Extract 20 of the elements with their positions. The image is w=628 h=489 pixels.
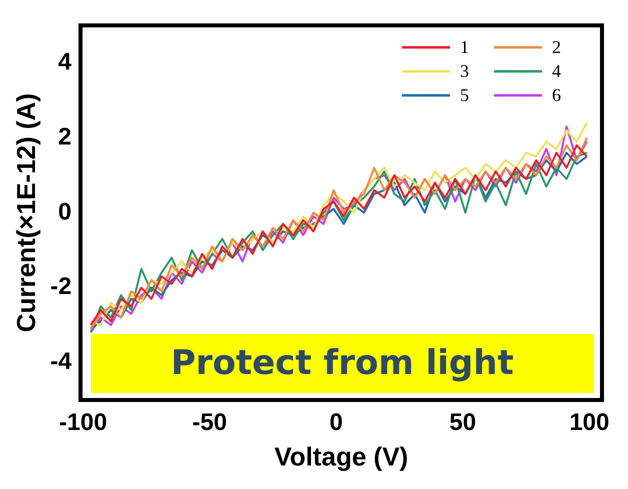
x-tick-label: 50 (449, 409, 476, 436)
y-tick-label: 4 (58, 48, 72, 76)
legend-label: 5 (460, 85, 469, 106)
annotation: Protect from light (170, 343, 514, 384)
x-tick-label: 0 (330, 409, 343, 436)
legend-label: 6 (552, 85, 561, 106)
y-tick-label: 0 (58, 198, 72, 226)
legend-label: 3 (460, 61, 469, 82)
legend-label: 4 (552, 61, 561, 82)
legend-label: 2 (552, 37, 561, 58)
y-tick-label: -4 (50, 348, 72, 376)
y-axis-title: Current(×1E-12) (A) (10, 93, 41, 332)
legend-label: 1 (460, 37, 469, 58)
y-tick-label: -2 (50, 273, 72, 300)
y-tick-label: 2 (58, 123, 72, 150)
x-tick-label: 100 (569, 409, 610, 436)
x-axis-title: Voltage (V) (274, 442, 408, 472)
x-tick-label: -50 (192, 409, 227, 436)
caption-banner: Protect from light (90, 334, 594, 392)
x-tick-label: -100 (59, 409, 108, 436)
